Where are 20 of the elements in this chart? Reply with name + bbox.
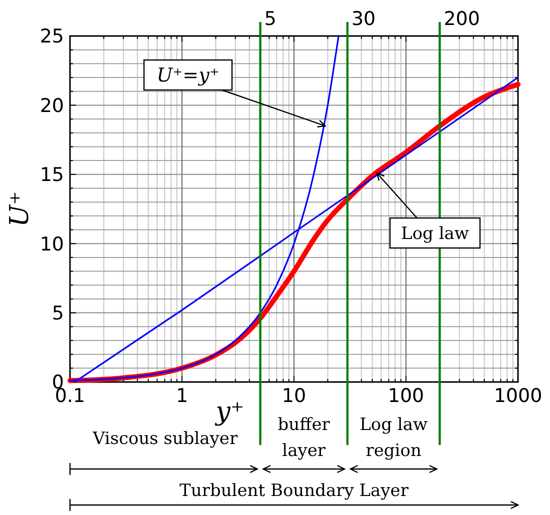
text: buffer layer	[278, 415, 331, 461]
text: Turbulent Boundary Layer	[180, 481, 410, 501]
y-tick-label: 10	[40, 233, 64, 256]
ref-line-label: 5	[264, 8, 276, 30]
x-tick-label: 10	[282, 385, 306, 407]
x-axis-title: y⁺	[214, 397, 244, 427]
y-tick-label: 5	[52, 302, 64, 324]
annotation: Log law	[401, 224, 470, 244]
y-tick-label: 15	[40, 164, 64, 186]
annotation: U⁺=y⁺	[156, 64, 220, 87]
y-tick-label: 25	[40, 26, 64, 48]
ref-line-label: 200	[444, 8, 480, 30]
y-tick-label: 20	[40, 94, 64, 117]
x-tick-label: 1	[176, 385, 188, 407]
y-axis-title: U⁺	[5, 191, 35, 227]
x-tick-label: 1000	[494, 385, 542, 407]
text: Log law region	[360, 415, 428, 461]
text: Viscous sublayer	[92, 429, 238, 449]
x-tick-label: 100	[388, 385, 424, 407]
ref-line-label: 30	[351, 8, 376, 30]
